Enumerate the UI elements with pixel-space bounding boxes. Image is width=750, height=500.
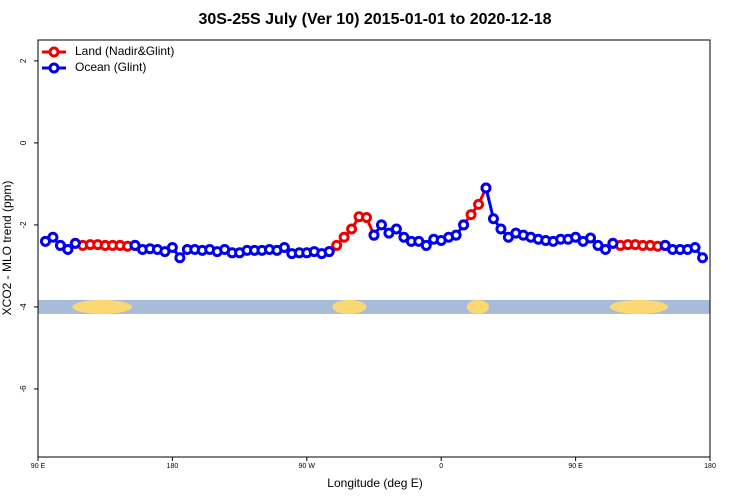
x-axis-label: Longitude (deg E) — [327, 476, 422, 490]
point — [450, 229, 462, 241]
point — [420, 239, 432, 251]
y-tick-label: 0 — [19, 140, 28, 145]
y-tick-label: 2 — [19, 58, 28, 63]
x-tick-label: 90 E — [568, 463, 583, 470]
point — [473, 198, 485, 210]
x-tick-label: 90 E — [31, 463, 46, 470]
land-band — [609, 299, 669, 314]
y-tick-label: -4 — [19, 303, 28, 311]
point — [607, 237, 619, 249]
point — [346, 223, 358, 235]
point — [495, 223, 507, 235]
x-tick-label: 180 — [167, 463, 179, 470]
point — [697, 252, 709, 264]
point — [390, 223, 402, 235]
point — [368, 229, 380, 241]
point — [62, 244, 74, 256]
point — [689, 241, 701, 253]
y-axis-label: XCO2 - MLO trend (ppm) — [0, 181, 14, 316]
point — [585, 232, 597, 244]
plot-frame — [37, 39, 711, 458]
x-tick-label: 0 — [439, 463, 443, 470]
point — [174, 252, 186, 264]
point — [465, 209, 477, 221]
point — [331, 239, 343, 251]
point — [323, 246, 335, 258]
land-band — [332, 299, 367, 314]
legend-marker — [48, 62, 60, 74]
ocean-band — [38, 299, 710, 314]
point — [278, 241, 290, 253]
legend-label: Ocean (Glint) — [75, 60, 146, 74]
legend-marker — [48, 46, 60, 58]
point — [338, 231, 350, 243]
y-tick-label: -6 — [19, 385, 28, 393]
x-tick-label: 180 — [704, 463, 716, 470]
legend-label: Land (Nadir&Glint) — [75, 44, 174, 58]
x-tick-label: 90 W — [299, 463, 316, 470]
point — [375, 219, 387, 231]
point — [47, 231, 59, 243]
point — [487, 213, 499, 225]
point — [599, 244, 611, 256]
point — [480, 182, 492, 194]
point — [361, 212, 373, 224]
point — [166, 241, 178, 253]
point — [69, 237, 81, 249]
land-band — [466, 299, 489, 314]
y-tick-label: -2 — [19, 221, 28, 229]
chart-title: 30S-25S July (Ver 10) 2015-01-01 to 2020… — [198, 11, 551, 28]
point — [458, 219, 470, 231]
land-band — [72, 299, 133, 314]
